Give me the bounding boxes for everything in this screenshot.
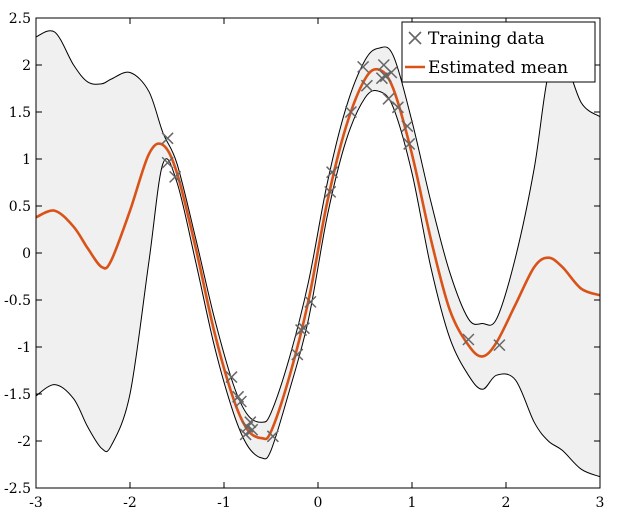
x-tick-label: -1 <box>217 495 231 511</box>
training-data-point <box>360 79 373 92</box>
x-tick-label: -3 <box>29 495 43 511</box>
legend-label-training-data: Training data <box>428 29 545 49</box>
y-tick-label: -1.5 <box>4 387 31 403</box>
axes: -3 -2 -1 0 1 2 3 -2.5 -2 -1.5 -1 -0.5 0 0.5 1 1.5 2 2.5 <box>4 11 604 511</box>
training-data-point <box>291 348 304 361</box>
training-data-point <box>304 295 317 308</box>
training-data-point <box>403 137 416 150</box>
y-tick-label: -0.5 <box>4 293 31 309</box>
training-data-point <box>169 170 182 183</box>
training-data-point <box>161 132 174 145</box>
training-data-point <box>375 72 388 85</box>
training-data-point <box>234 395 247 408</box>
training-data-point <box>391 101 404 114</box>
plot-content <box>36 30 600 478</box>
training-data-point <box>246 423 259 436</box>
training-data-point <box>326 166 339 179</box>
training-data-point <box>297 322 310 335</box>
x-tick-label: -2 <box>123 495 137 511</box>
legend-box <box>401 21 596 83</box>
training-data-point <box>344 105 357 119</box>
training-data-point <box>244 416 257 429</box>
training-data-point <box>385 66 398 79</box>
training-data-point <box>401 120 414 133</box>
training-data-point <box>462 333 475 346</box>
x-tick-label: 1 <box>408 495 417 511</box>
y-tick-label: 1.5 <box>9 105 31 121</box>
y-tick-label: -2.5 <box>4 481 31 497</box>
training-data-point <box>324 185 337 198</box>
y-tick-label: 0.5 <box>9 199 31 215</box>
training-data-point <box>225 371 238 384</box>
legend-marker-training-data <box>408 31 422 45</box>
plot-area <box>36 30 600 478</box>
y-tick-label: 2.5 <box>9 11 31 27</box>
training-data-point <box>379 70 392 83</box>
x-tick-label: 2 <box>502 495 511 511</box>
legend: Training data Estimated mean <box>401 21 596 83</box>
training-data-point <box>357 60 370 73</box>
y-tick-label: -2 <box>17 434 31 450</box>
y-tick-label: 0 <box>22 246 31 262</box>
x-tick-label: 0 <box>314 495 323 511</box>
training-data-point <box>493 339 506 352</box>
confidence-upper-bound <box>36 30 600 423</box>
y-tick-label: 1 <box>22 152 31 168</box>
confidence-lower-bound <box>36 90 600 478</box>
x-tick-label: 3 <box>596 495 605 511</box>
training-data-point <box>239 428 252 441</box>
legend-label-estimated-mean: Estimated mean <box>428 58 568 78</box>
y-tick-label: 2 <box>22 58 31 74</box>
training-data-point <box>161 156 174 169</box>
training-data-point <box>266 430 279 443</box>
y-tick-label: -1 <box>17 340 31 356</box>
